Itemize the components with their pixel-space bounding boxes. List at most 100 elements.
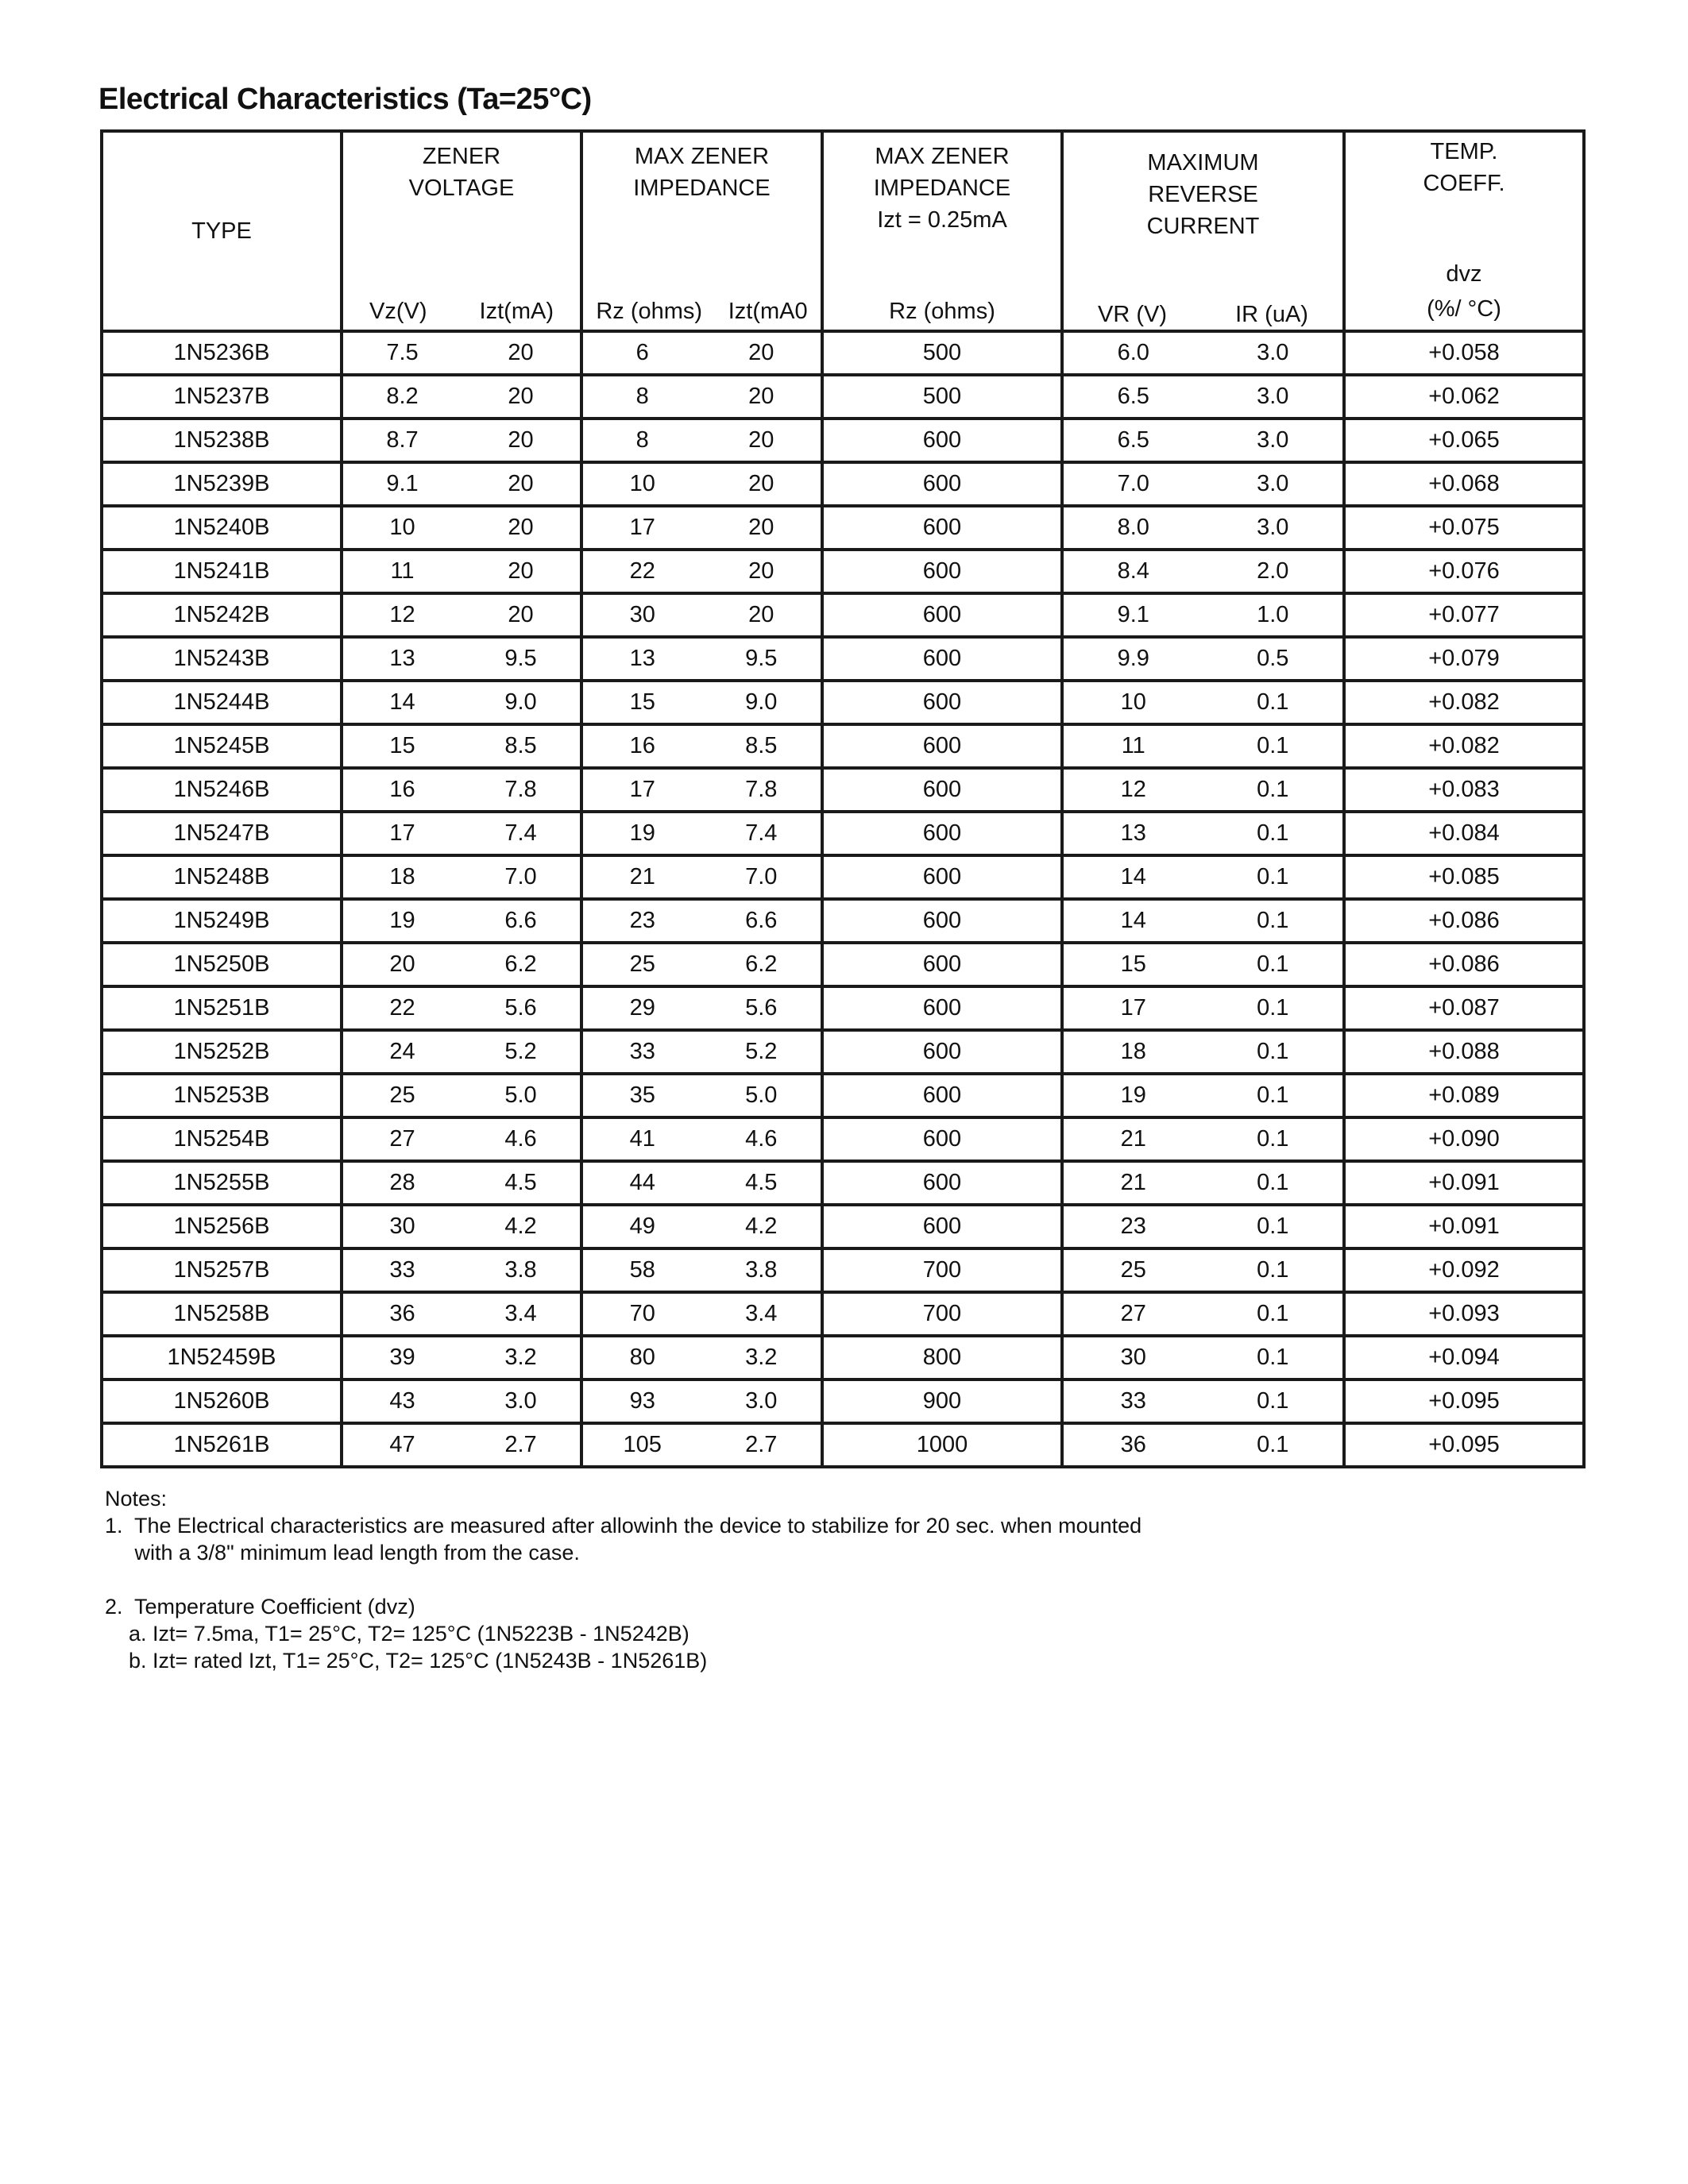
header-max-reverse-current: MAXIMUM REVERSE CURRENT VR (V) IR (uA)	[1060, 129, 1346, 333]
cell-value: 9.0	[745, 689, 778, 715]
table-cell: 8.4 2.0	[1060, 548, 1346, 595]
table-cell: 7.5 20	[340, 330, 583, 376]
cell-value: 22	[389, 995, 415, 1021]
cell-value: 30	[1120, 1345, 1146, 1370]
cell-value: 18	[1120, 1039, 1146, 1064]
table-cell: +0.088	[1342, 1028, 1586, 1075]
table-row: 1N5260B 43 3.0 93 3.0 900 33 0.1 +0.095	[100, 1378, 1586, 1425]
table-cell: 600	[821, 679, 1064, 726]
table-cell: 1N5237B	[100, 373, 343, 420]
table-cell: 30 0.1	[1060, 1334, 1346, 1381]
table-cell: 1N5246B	[100, 766, 343, 813]
header-line: MAX ZENER	[875, 144, 1010, 169]
cell-value: 21	[629, 864, 655, 889]
cell-value: 3.4	[504, 1301, 537, 1326]
table-cell: 80 3.2	[580, 1334, 824, 1381]
table-row: 1N5252B 24 5.2 33 5.2 600 18 0.1 +0.088	[100, 1028, 1586, 1075]
cell-value: 105	[623, 1432, 662, 1457]
cell-value: 8.0	[1117, 515, 1149, 540]
subheader-izt: Izt(mA0	[728, 299, 808, 324]
cell-value: 43	[389, 1388, 415, 1414]
table-cell: 700	[821, 1291, 1064, 1337]
cell-value: 5.0	[504, 1082, 537, 1108]
table-cell: +0.085	[1342, 854, 1586, 901]
note-line: b. Izt= rated Izt, T1= 25°C, T2= 125°C (…	[105, 1649, 708, 1673]
table-cell: 24 5.2	[340, 1028, 583, 1075]
cell-value: 0.1	[1257, 1126, 1289, 1152]
table-cell: +0.079	[1342, 635, 1586, 682]
cell-value: 11	[390, 558, 415, 584]
table-row: 1N5249B 19 6.6 23 6.6 600 14 0.1 +0.086	[100, 897, 1586, 944]
table-row: 1N52459B 39 3.2 80 3.2 800 30 0.1 +0.094	[100, 1334, 1586, 1381]
cell-value: 3.0	[504, 1388, 537, 1414]
table-cell: 21 0.1	[1060, 1116, 1346, 1163]
cell-value: 13	[389, 646, 415, 671]
note-line	[105, 1566, 1141, 1593]
table-cell: 600	[821, 810, 1064, 857]
table-cell: 19 6.6	[340, 897, 583, 944]
cell-value: 9.5	[504, 646, 537, 671]
table-cell: +0.083	[1342, 766, 1586, 813]
subheader-izt: Izt(mA)	[479, 299, 554, 324]
table-cell: 600	[821, 1072, 1064, 1119]
table-cell: 12 0.1	[1060, 766, 1346, 813]
cell-value: 3.0	[1257, 340, 1289, 365]
header-line: COEFF.	[1423, 171, 1505, 196]
cell-value: 10	[1120, 689, 1146, 715]
cell-value: 23	[1120, 1214, 1146, 1239]
table-row: 1N5245B 15 8.5 16 8.5 600 11 0.1 +0.082	[100, 723, 1586, 770]
table-cell: +0.094	[1342, 1334, 1586, 1381]
header-line: ZENER	[422, 144, 501, 169]
cell-value: 18	[389, 864, 415, 889]
cell-value: 20	[508, 471, 534, 496]
cell-value: 6.6	[745, 908, 778, 933]
cell-value: 44	[629, 1170, 655, 1195]
table-cell: 1N5240B	[100, 504, 343, 551]
cell-value: 25	[629, 951, 655, 977]
cell-value: 10	[389, 515, 415, 540]
cell-value: 0.5	[1257, 646, 1289, 671]
table-cell: 33 5.2	[580, 1028, 824, 1075]
table-cell: 1N5249B	[100, 897, 343, 944]
table-cell: 17 20	[580, 504, 824, 551]
cell-value: 7.4	[504, 820, 537, 846]
cell-value: 15	[1120, 951, 1146, 977]
table-cell: 1N5242B	[100, 592, 343, 639]
table-cell: 600	[821, 941, 1064, 988]
table-cell: 25 0.1	[1060, 1247, 1346, 1294]
cell-value: 6.6	[504, 908, 537, 933]
table-cell: 41 4.6	[580, 1116, 824, 1163]
cell-value: 6.2	[504, 951, 537, 977]
table-row: 1N5248B 18 7.0 21 7.0 600 14 0.1 +0.085	[100, 854, 1586, 901]
cell-value: 93	[629, 1388, 655, 1414]
cell-value: 11	[1121, 733, 1145, 758]
table-cell: +0.095	[1342, 1422, 1586, 1468]
subheader-rz: Rz (ohms)	[889, 299, 995, 324]
header-line: IMPEDANCE	[873, 176, 1011, 201]
table-cell: 13 9.5	[580, 635, 824, 682]
table-cell: 1N5243B	[100, 635, 343, 682]
cell-value: 0.1	[1257, 1388, 1289, 1414]
table-cell: 9.1 1.0	[1060, 592, 1346, 639]
cell-value: 25	[1120, 1257, 1146, 1283]
table-cell: +0.086	[1342, 941, 1586, 988]
table-cell: 1N5236B	[100, 330, 343, 376]
subheader-unit: (%/ °C)	[1427, 296, 1501, 322]
cell-value: 0.1	[1257, 1214, 1289, 1239]
note-line: a. Izt= 7.5ma, T1= 25°C, T2= 125°C (1N52…	[105, 1622, 689, 1646]
cell-value: 0.1	[1257, 1301, 1289, 1326]
header-line: Izt = 0.25mA	[877, 207, 1007, 233]
table-cell: 30 20	[580, 592, 824, 639]
cell-value: 3.0	[1257, 384, 1289, 409]
cell-value: 8.5	[745, 733, 778, 758]
table-cell: 600	[821, 723, 1064, 770]
table-cell: 93 3.0	[580, 1378, 824, 1425]
cell-value: 4.2	[745, 1214, 778, 1239]
subheader-rz: Rz (ohms)	[596, 299, 703, 324]
table-cell: 600	[821, 1116, 1064, 1163]
subheader-dvz: dvz	[1446, 261, 1482, 287]
table-cell: 600	[821, 1203, 1064, 1250]
table-cell: +0.095	[1342, 1378, 1586, 1425]
table-cell: 58 3.8	[580, 1247, 824, 1294]
cell-value: 1.0	[1257, 602, 1289, 627]
